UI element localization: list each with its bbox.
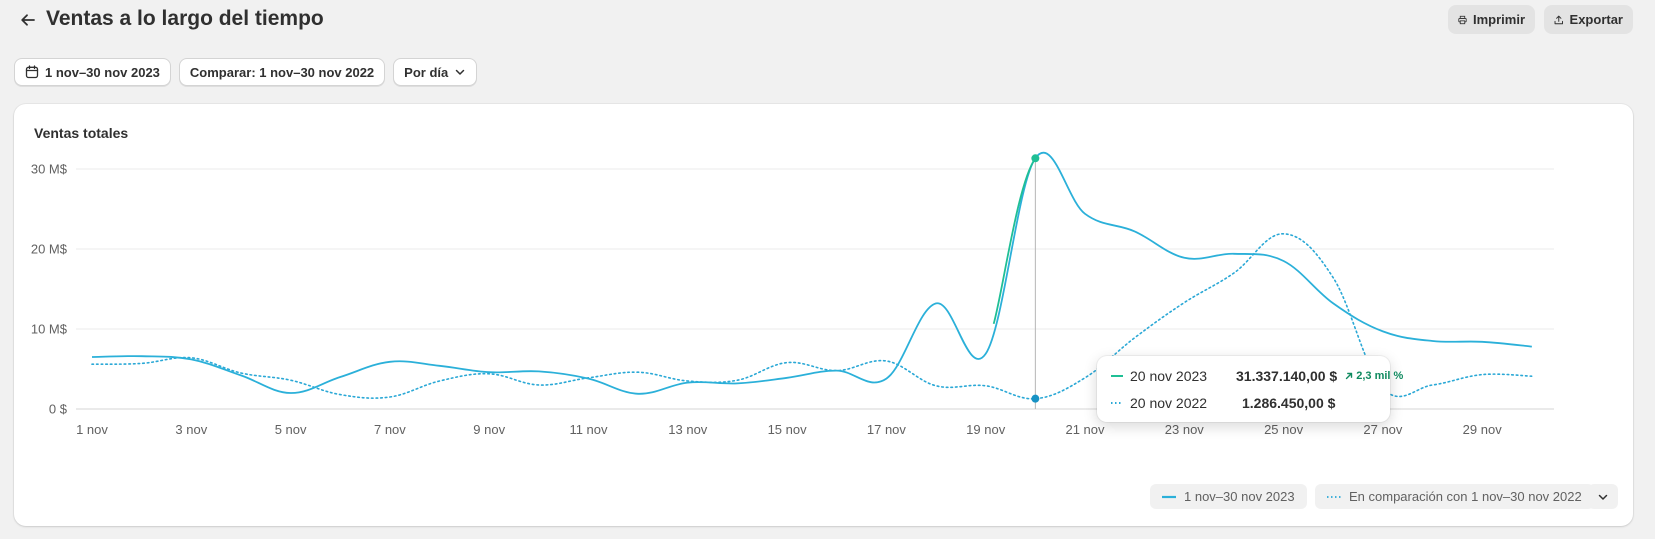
comparison-hover-point bbox=[1031, 394, 1040, 403]
filter-toolbar: 1 nov–30 nov 2023 Comparar: 1 nov–30 nov… bbox=[14, 58, 478, 86]
granularity-label: Por día bbox=[404, 64, 449, 80]
compare-button[interactable]: Comparar: 1 nov–30 nov 2022 bbox=[178, 58, 386, 86]
tooltip-change-value: 2,3 mil % bbox=[1356, 370, 1404, 382]
legend-item-comparison[interactable]: En comparación con 1 nov–30 nov 2022 bbox=[1315, 484, 1594, 509]
tooltip-comparison-date: 20 nov 2022 bbox=[1130, 395, 1208, 411]
export-label: Exportar bbox=[1569, 12, 1623, 27]
card-title: Ventas totales bbox=[34, 125, 129, 141]
upload-icon bbox=[1554, 15, 1563, 24]
printer-icon bbox=[1458, 15, 1467, 24]
dotted-line-swatch bbox=[1111, 402, 1123, 404]
back-button[interactable] bbox=[16, 8, 40, 32]
x-tick-label: 15 nov bbox=[768, 422, 808, 437]
x-tick-label: 5 nov bbox=[275, 422, 307, 437]
x-tick-label: 11 nov bbox=[569, 422, 608, 437]
tooltip-comparison-row: 20 nov 2022 1.286.450,00 $ bbox=[1111, 393, 1335, 413]
y-tick-label: 20 M$ bbox=[31, 242, 68, 257]
x-tick-label: 21 nov bbox=[1065, 422, 1105, 437]
compare-label: Comparar: 1 nov–30 nov 2022 bbox=[189, 64, 375, 80]
primary-hover-point bbox=[1031, 154, 1040, 163]
y-tick-label: 0 $ bbox=[49, 402, 68, 417]
granularity-select[interactable]: Por día bbox=[393, 58, 478, 86]
y-tick-label: 30 M$ bbox=[31, 162, 68, 177]
legend-item-primary[interactable]: 1 nov–30 nov 2023 bbox=[1150, 484, 1307, 509]
y-tick-label: 10 M$ bbox=[31, 322, 68, 337]
legend-expand-button[interactable] bbox=[1588, 484, 1618, 509]
x-axis-ticks: 1 nov 3 nov 5 nov 7 nov 9 nov 11 nov 13 nov 15 … bbox=[76, 422, 1502, 437]
legend-primary-label: 1 nov–30 nov 2023 bbox=[1184, 489, 1295, 504]
sales-chart-card: Ventas totales 0 $ 10 M$ 20 M$ 30 M$ 1 nov 3… bbox=[14, 104, 1633, 526]
solid-line-swatch bbox=[1162, 495, 1176, 498]
x-tick-label: 13 nov bbox=[668, 422, 708, 437]
solid-line-swatch bbox=[1111, 375, 1123, 377]
x-tick-label: 9 nov bbox=[473, 422, 505, 437]
chevron-down-icon bbox=[1598, 494, 1608, 500]
primary-series-highlight bbox=[992, 157, 1037, 325]
legend-comparison-label: En comparación con 1 nov–30 nov 2022 bbox=[1349, 489, 1582, 504]
x-tick-label: 25 nov bbox=[1264, 422, 1304, 437]
tooltip-primary-row: 20 nov 2023 31.337.140,00 $ 2,3 mil % bbox=[1111, 366, 1403, 386]
x-tick-label: 19 nov bbox=[966, 422, 1006, 437]
x-tick-label: 23 nov bbox=[1165, 422, 1205, 437]
dotted-line-swatch bbox=[1327, 495, 1341, 498]
calendar-icon bbox=[25, 65, 39, 79]
page-title: Ventas a lo largo del tiempo bbox=[46, 7, 324, 30]
print-label: Imprimir bbox=[1472, 12, 1525, 27]
x-tick-label: 3 nov bbox=[175, 422, 207, 437]
arrow-left-icon bbox=[21, 14, 35, 26]
tooltip-primary-date: 20 nov 2023 bbox=[1130, 368, 1208, 384]
chevron-down-icon bbox=[455, 69, 465, 75]
x-tick-label: 27 nov bbox=[1363, 422, 1403, 437]
tooltip-comparison-value: 1.286.450,00 $ bbox=[1242, 395, 1336, 411]
x-tick-label: 29 nov bbox=[1463, 422, 1503, 437]
date-range-button[interactable]: 1 nov–30 nov 2023 bbox=[14, 58, 171, 86]
print-button[interactable]: Imprimir bbox=[1448, 5, 1535, 34]
primary-series-line bbox=[91, 151, 1532, 395]
x-tick-label: 7 nov bbox=[374, 422, 406, 437]
tooltip-primary-value: 31.337.140,00 $ bbox=[1236, 368, 1338, 384]
chart-tooltip: 20 nov 2023 31.337.140,00 $ 2,3 mil % 20… bbox=[1097, 356, 1403, 422]
x-tick-label: 1 nov bbox=[76, 422, 108, 437]
date-range-label: 1 nov–30 nov 2023 bbox=[45, 64, 160, 80]
export-button[interactable]: Exportar bbox=[1544, 5, 1633, 34]
y-axis-ticks: 0 $ 10 M$ 20 M$ 30 M$ bbox=[31, 162, 68, 417]
x-tick-label: 17 nov bbox=[867, 422, 907, 437]
arrow-up-right-icon bbox=[1346, 372, 1353, 380]
tooltip-change-badge: 2,3 mil % bbox=[1345, 370, 1403, 382]
page-header: Ventas a lo largo del tiempo Imprimir Ex… bbox=[0, 0, 1655, 44]
sales-over-time-chart: 0 $ 10 M$ 20 M$ 30 M$ 1 nov 3 nov 5 nov 7 nov 9… bbox=[31, 151, 1554, 437]
